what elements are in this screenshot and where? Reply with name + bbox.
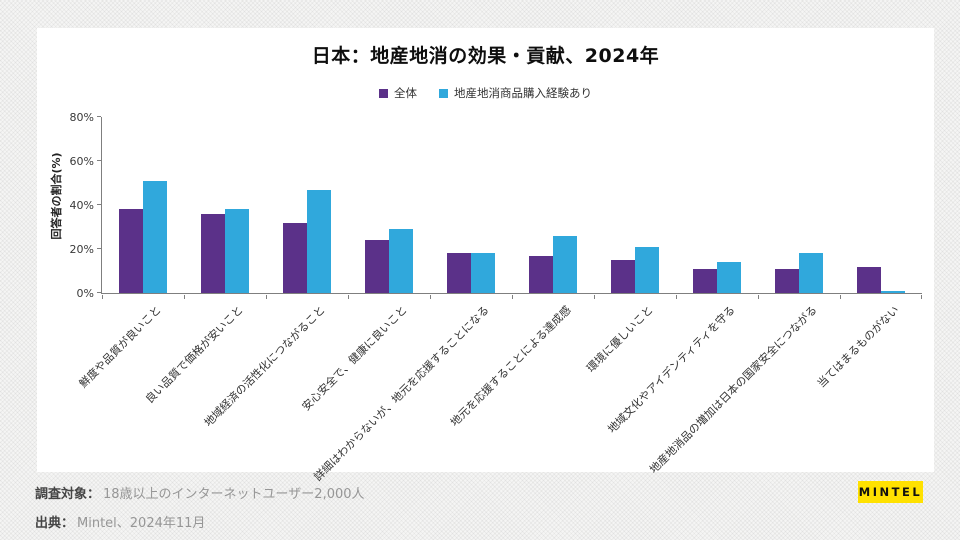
- source-info: 出典： Mintel、2024年11月: [35, 512, 205, 531]
- x-tick-mark: [921, 295, 922, 299]
- bar-全体-2: [283, 222, 307, 293]
- source-label: 出典：: [35, 516, 75, 531]
- x-category-label: 地元を応援することによる達成感: [447, 303, 574, 430]
- y-tick-mark: [97, 116, 101, 117]
- survey-label: 調査対象：: [35, 487, 101, 502]
- y-tick-mark: [97, 248, 101, 249]
- bar-地産地消商品購入経験あり-5: [553, 235, 577, 293]
- survey-info: 調査対象： 18歳以上のインターネットユーザー2,000人: [35, 483, 365, 502]
- bar-地産地消商品購入経験あり-9: [881, 290, 905, 293]
- y-tick-label: 80%: [69, 111, 94, 124]
- survey-text: 18歳以上のインターネットユーザー2,000人: [103, 487, 365, 502]
- legend-label: 全体: [394, 86, 417, 100]
- x-tick-mark: [102, 295, 103, 299]
- bar-全体-5: [529, 255, 553, 293]
- chart-card: 日本：地産地消の効果・貢献、2024年 全体 地産地消商品購入経験あり 回答者の割…: [37, 28, 934, 484]
- bar-全体-0: [119, 209, 143, 293]
- bar-全体-3: [365, 240, 389, 293]
- plot-area: 回答者の割合(%) 0% 20% 40% 60% 80% 鮮度や品質が良いこと 良い品質で価…: [50, 111, 922, 484]
- x-tick-mark: [758, 295, 759, 299]
- legend-swatch-icon: [379, 88, 388, 98]
- bar-全体-6: [611, 260, 635, 293]
- chart-legend: 全体 地産地消商品購入経験あり: [37, 85, 934, 101]
- x-category-label: 地域経済の活性化につながること: [201, 303, 328, 430]
- bar-地産地消商品購入経験あり-0: [143, 180, 167, 293]
- bar-全体-8: [775, 268, 799, 293]
- legend-swatch-icon: [439, 88, 448, 98]
- y-tick-mark: [97, 204, 101, 205]
- x-tick-mark: [430, 295, 431, 299]
- x-tick-mark: [266, 295, 267, 299]
- x-tick-mark: [184, 295, 185, 299]
- legend-label: 地産地消商品購入経験あり: [454, 86, 592, 100]
- bar-地産地消商品購入経験あり-1: [225, 209, 249, 293]
- x-category-label: 地域文化やアイデンティティを守る: [605, 303, 738, 436]
- bar-全体-7: [693, 268, 717, 293]
- x-tick-mark: [840, 295, 841, 299]
- x-category-label: 環境に優しいこと: [584, 303, 656, 375]
- bar-地産地消商品購入経験あり-8: [799, 253, 823, 293]
- legend-item: 地産地消商品購入経験あり: [439, 85, 592, 101]
- source-text: Mintel、2024年11月: [77, 516, 206, 531]
- bar-地産地消商品購入経験あり-3: [389, 229, 413, 293]
- x-category-label: 良い品質で価格が安いこと: [143, 303, 246, 406]
- bar-地産地消商品購入経験あり-7: [717, 262, 741, 293]
- x-category-label: 当てはまるものがない: [814, 303, 902, 391]
- bar-地産地消商品購入経験あり-2: [307, 189, 331, 293]
- y-tick-label: 0%: [76, 287, 94, 300]
- x-tick-mark: [594, 295, 595, 299]
- x-tick-mark: [348, 295, 349, 299]
- bar-全体-9: [857, 266, 881, 293]
- y-tick-label: 40%: [69, 199, 94, 212]
- bar-全体-1: [201, 213, 225, 293]
- x-tick-mark: [512, 295, 513, 299]
- x-tick-mark: [676, 295, 677, 299]
- legend-item: 全体: [379, 85, 417, 101]
- y-tick-label: 60%: [69, 155, 94, 168]
- bar-全体-4: [447, 253, 471, 293]
- y-tick-label: 20%: [69, 243, 94, 256]
- x-category-label: 安心安全で、健康に良いこと: [299, 303, 410, 414]
- bar-地産地消商品購入経験あり-4: [471, 253, 495, 293]
- x-category-label: 地産地消品の増加は日本の国家安全につながる: [647, 303, 820, 476]
- chart-title: 日本：地産地消の効果・貢献、2024年: [311, 45, 660, 67]
- y-tick-mark: [97, 160, 101, 161]
- mintel-logo: MINTEL: [858, 481, 923, 503]
- bar-地産地消商品購入経験あり-6: [635, 246, 659, 293]
- x-category-label: 詳細はわからないが、地元を応援することになる: [311, 303, 492, 484]
- y-tick-mark: [97, 292, 101, 293]
